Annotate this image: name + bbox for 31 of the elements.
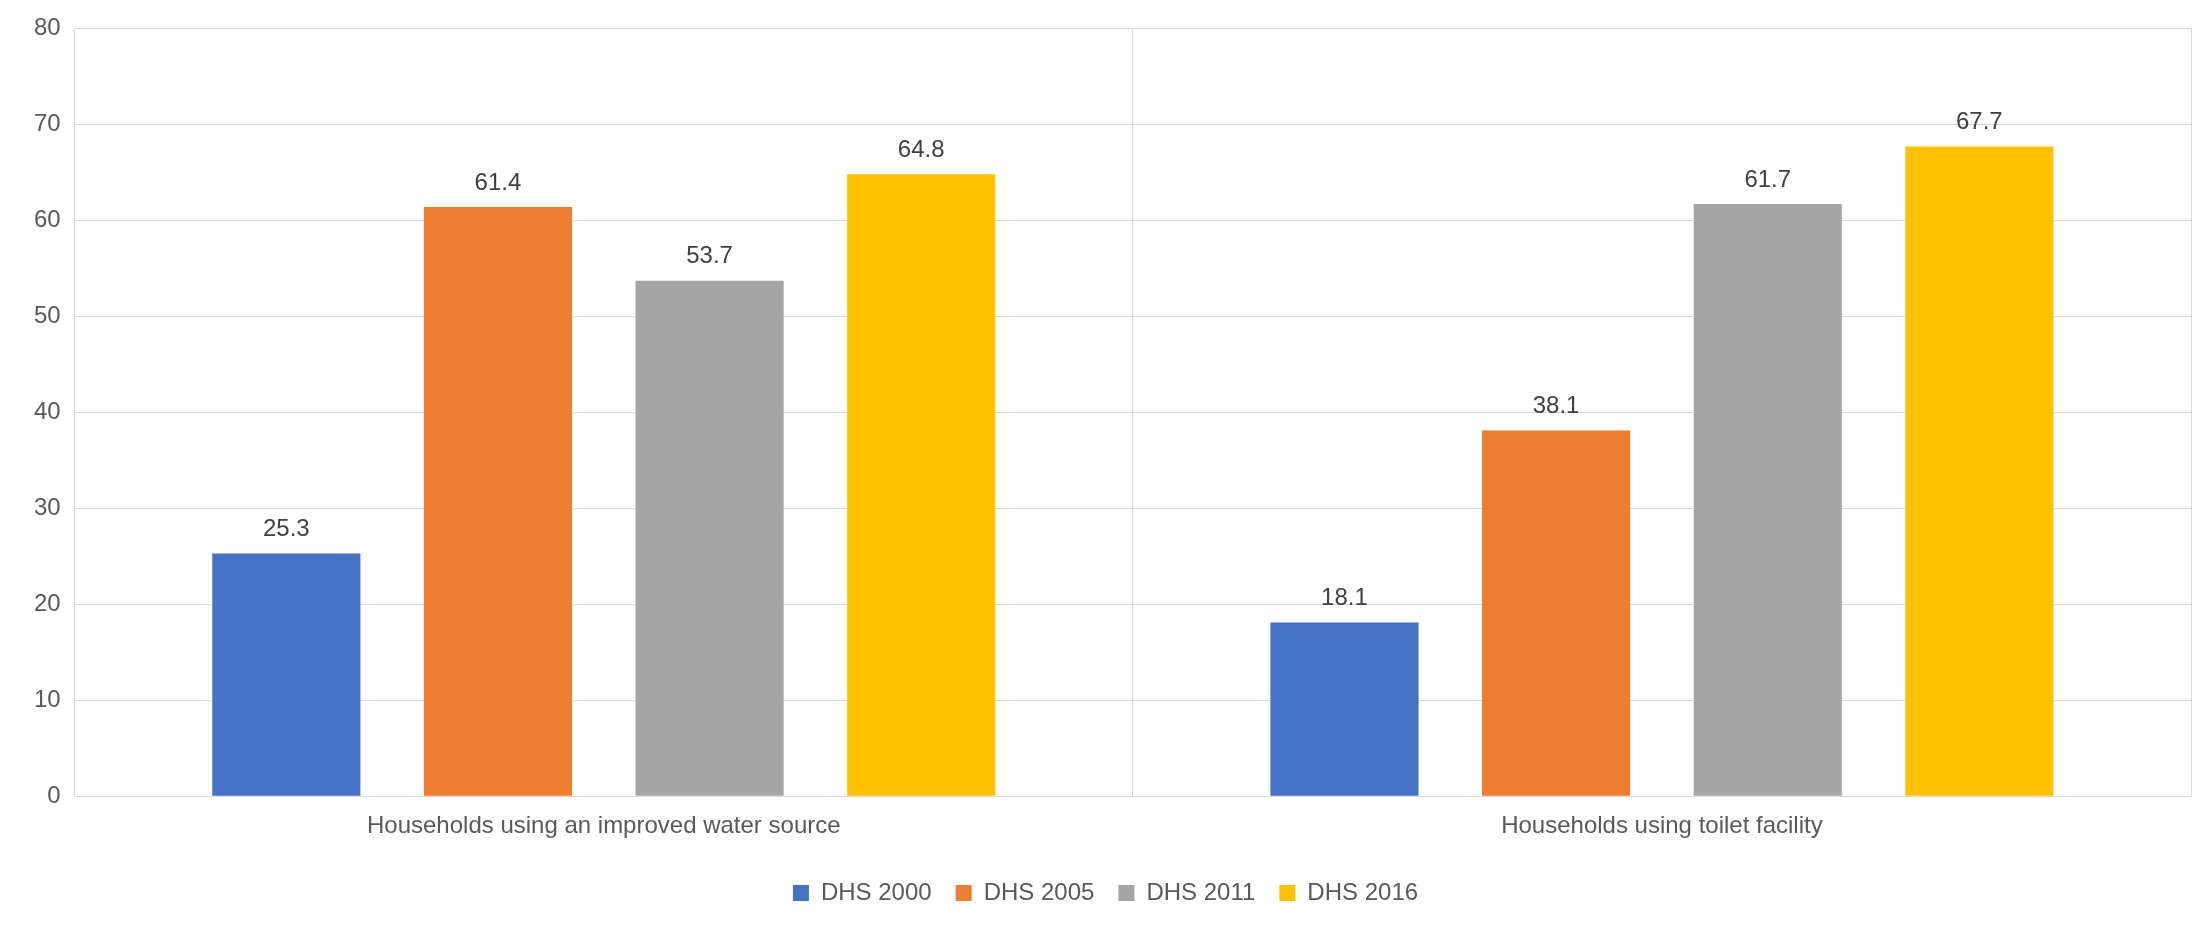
- bar: [1270, 622, 1419, 796]
- y-tick-label: 30: [33, 492, 61, 520]
- legend-label: DHS 2000: [820, 877, 932, 905]
- y-tick-label: 50: [33, 300, 61, 328]
- data-label: 18.1: [1321, 583, 1368, 611]
- bar: [1482, 430, 1631, 796]
- y-tick-label: 20: [33, 588, 61, 616]
- y-tick-label: 10: [33, 684, 61, 712]
- legend-label: DHS 2005: [983, 877, 1095, 905]
- data-label: 64.8: [897, 134, 945, 162]
- legend-label: DHS 2011: [1146, 877, 1256, 905]
- bar: [635, 280, 784, 796]
- data-label: 61.7: [1744, 164, 1792, 192]
- bar: [1693, 204, 1842, 796]
- data-label: 25.3: [262, 514, 310, 542]
- x-tick-label: Households using toilet facility: [1501, 811, 1823, 839]
- x-tick-label: Households using an improved water source: [366, 811, 841, 839]
- y-tick-label: 80: [33, 13, 61, 41]
- bar: [847, 174, 996, 796]
- data-label: 67.7: [1956, 107, 2003, 135]
- data-label: 61.4: [474, 167, 522, 195]
- bar: [1905, 146, 2054, 796]
- y-tick-label: 0: [47, 780, 61, 808]
- data-label: 38.1: [1532, 391, 1580, 419]
- legend-label: DHS 2016: [1307, 877, 1419, 905]
- y-tick-label: 60: [33, 204, 61, 232]
- y-tick-label: 70: [33, 109, 61, 136]
- data-label: 53.7: [686, 241, 733, 269]
- bar: [423, 206, 573, 796]
- bar: [212, 553, 361, 796]
- y-tick-label: 40: [33, 396, 61, 424]
